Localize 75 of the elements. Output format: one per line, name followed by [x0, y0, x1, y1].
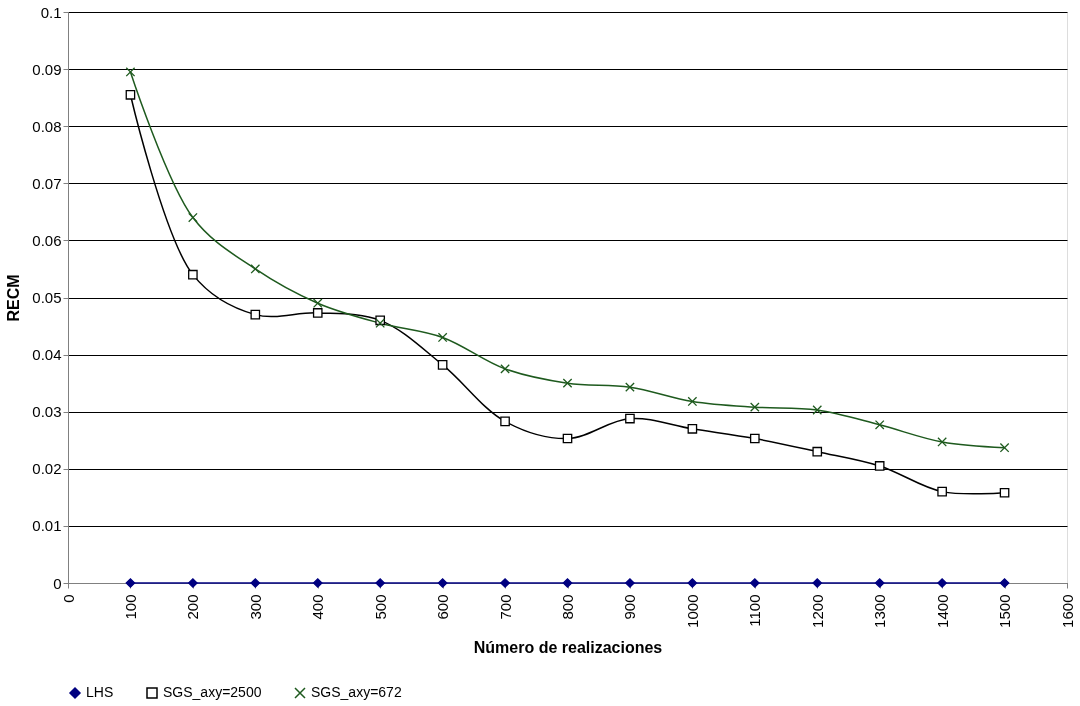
y-tick-label: 0	[53, 574, 62, 592]
point	[999, 487, 1010, 498]
y-tick-label: 0.1	[40, 3, 62, 21]
legend-label: SGS_axy=2500	[163, 684, 262, 700]
x-tick-label: 1100	[746, 594, 764, 627]
point	[749, 433, 760, 444]
x-tick-label: 300	[246, 594, 264, 620]
x-tick-label: 700	[496, 594, 514, 620]
point	[812, 405, 823, 415]
point	[500, 416, 510, 427]
x-tick-label: 900	[621, 594, 639, 620]
x-tick-label: 1500	[996, 594, 1014, 628]
x-tick-label: 100	[121, 594, 139, 620]
point	[250, 309, 261, 320]
point	[812, 446, 823, 457]
point	[874, 420, 885, 430]
point	[874, 461, 885, 471]
x-tick-label: 1400	[933, 594, 951, 628]
y-tick-label: 0.04	[32, 346, 62, 364]
y-tick-label: 0.05	[32, 289, 62, 306]
point	[625, 382, 635, 392]
point	[312, 308, 323, 318]
y-tick-label: 0.01	[32, 517, 62, 535]
x-tick-label: 600	[434, 594, 452, 620]
x-tick-label: 200	[184, 594, 202, 620]
y-tick-label: 0.07	[32, 174, 62, 192]
y-tick-label: 0.02	[32, 460, 62, 478]
point	[812, 578, 823, 588]
legend-label: SGS_axy=672	[311, 684, 402, 700]
x-tick-label: 500	[371, 594, 389, 620]
point	[625, 578, 635, 588]
point	[999, 578, 1010, 588]
point	[188, 269, 198, 280]
point	[687, 578, 698, 588]
point	[437, 332, 448, 343]
point	[749, 578, 760, 588]
point	[500, 578, 510, 588]
legend-label: LHS	[86, 684, 114, 700]
point	[687, 396, 698, 407]
point	[687, 424, 698, 434]
point	[437, 360, 448, 370]
point	[749, 402, 760, 412]
x-tick-label: 400	[309, 594, 327, 620]
x-tick-label: 800	[559, 594, 576, 620]
point	[188, 212, 198, 223]
point	[437, 578, 448, 588]
point	[375, 578, 386, 588]
point	[125, 578, 136, 588]
point	[312, 578, 323, 588]
point	[188, 578, 198, 588]
y-tick-label: 0.08	[32, 117, 62, 135]
point	[999, 442, 1010, 453]
point	[250, 264, 261, 274]
point	[312, 298, 323, 309]
x-tick-label: 1000	[683, 594, 701, 628]
point	[500, 364, 510, 374]
y-tick-label: 0.03	[32, 403, 62, 421]
point	[562, 378, 573, 388]
point	[937, 437, 947, 447]
point	[625, 413, 635, 424]
x-axis-title: Número de realizaciones	[473, 638, 663, 656]
point	[250, 578, 261, 588]
y-tick-label: 0.06	[32, 231, 62, 249]
x-tick-label: 1300	[871, 594, 889, 628]
point	[562, 578, 573, 588]
point	[125, 89, 136, 100]
y-axis-title: RECM	[5, 274, 23, 322]
point	[125, 67, 136, 77]
point	[937, 578, 947, 588]
point	[874, 578, 885, 588]
x-tick-label: 1600	[1058, 594, 1076, 628]
x-tick-label: 0	[59, 594, 77, 603]
point	[937, 486, 947, 497]
x-tick-label: 1200	[808, 594, 826, 628]
y-tick-label: 0.09	[32, 60, 62, 78]
